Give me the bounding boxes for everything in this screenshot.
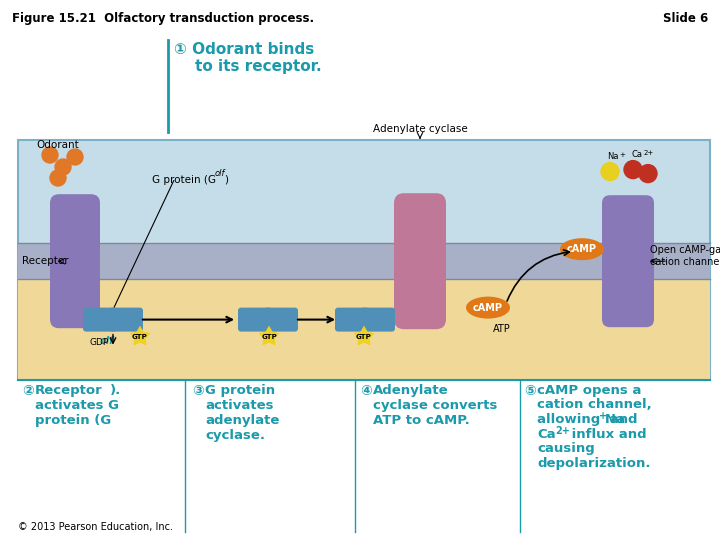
- Text: GTP: GTP: [132, 334, 148, 340]
- Text: and: and: [605, 413, 637, 426]
- Circle shape: [67, 149, 83, 165]
- FancyBboxPatch shape: [18, 140, 710, 380]
- Text: GTP: GTP: [261, 334, 277, 340]
- Text: olf: olf: [100, 336, 114, 346]
- Circle shape: [42, 147, 58, 163]
- Ellipse shape: [466, 296, 510, 319]
- Text: influx and: influx and: [567, 428, 647, 441]
- Text: G protein
activates
adenylate
cyclase.: G protein activates adenylate cyclase.: [205, 384, 279, 442]
- Text: Figure 15.21  Olfactory transduction process.: Figure 15.21 Olfactory transduction proc…: [12, 12, 314, 25]
- Polygon shape: [130, 326, 150, 346]
- FancyBboxPatch shape: [109, 308, 143, 332]
- Text: Receptor: Receptor: [22, 256, 68, 266]
- Text: causing: causing: [537, 442, 595, 455]
- Text: Receptor
activates G
protein (G: Receptor activates G protein (G: [35, 384, 119, 427]
- FancyBboxPatch shape: [18, 243, 710, 279]
- Text: Odorant: Odorant: [36, 140, 78, 150]
- Text: Ca: Ca: [537, 428, 556, 441]
- Text: cAMP opens a: cAMP opens a: [537, 384, 642, 397]
- Text: Adenylate cyclase: Adenylate cyclase: [373, 124, 467, 134]
- Text: Slide 6: Slide 6: [662, 12, 708, 25]
- FancyBboxPatch shape: [264, 308, 298, 332]
- Text: allowing Na: allowing Na: [537, 413, 625, 426]
- Circle shape: [639, 165, 657, 183]
- Polygon shape: [354, 326, 374, 346]
- Text: +: +: [619, 152, 625, 158]
- FancyBboxPatch shape: [335, 308, 369, 332]
- FancyBboxPatch shape: [394, 193, 446, 329]
- Circle shape: [55, 159, 71, 175]
- Text: ATP: ATP: [493, 323, 511, 334]
- Text: ④: ④: [360, 384, 372, 398]
- Text: cAMP: cAMP: [567, 244, 597, 254]
- FancyBboxPatch shape: [238, 308, 272, 332]
- Text: cAMP: cAMP: [473, 302, 503, 313]
- Text: +: +: [599, 411, 607, 421]
- Text: olf: olf: [215, 169, 225, 178]
- Text: Adenylate
cyclase converts
ATP to cAMP.: Adenylate cyclase converts ATP to cAMP.: [373, 384, 498, 427]
- FancyBboxPatch shape: [50, 194, 100, 328]
- Text: © 2013 Pearson Education, Inc.: © 2013 Pearson Education, Inc.: [18, 522, 173, 532]
- Ellipse shape: [560, 238, 604, 260]
- Text: ⑤: ⑤: [524, 384, 536, 398]
- Text: ① Odorant binds
    to its receptor.: ① Odorant binds to its receptor.: [174, 42, 322, 75]
- Polygon shape: [258, 326, 279, 346]
- FancyBboxPatch shape: [361, 308, 395, 332]
- Text: GDP: GDP: [90, 338, 109, 347]
- Text: ): ): [224, 175, 228, 185]
- FancyBboxPatch shape: [602, 195, 654, 327]
- Text: 2+: 2+: [644, 150, 654, 156]
- Text: depolarization.: depolarization.: [537, 456, 650, 469]
- Circle shape: [50, 170, 66, 186]
- Text: G protein (G: G protein (G: [152, 175, 216, 185]
- Text: ③: ③: [192, 384, 204, 398]
- Circle shape: [601, 163, 619, 180]
- Text: Ca: Ca: [631, 150, 642, 159]
- Circle shape: [624, 160, 642, 179]
- Text: GTP: GTP: [356, 334, 372, 340]
- FancyBboxPatch shape: [83, 308, 117, 332]
- Text: ).: ).: [110, 384, 121, 397]
- Text: Na: Na: [607, 152, 618, 160]
- Text: cation channel,: cation channel,: [537, 399, 652, 411]
- Text: Open cAMP-gated
cation channel: Open cAMP-gated cation channel: [650, 245, 720, 267]
- Text: 2+: 2+: [555, 426, 570, 435]
- Text: ②: ②: [22, 384, 34, 398]
- FancyBboxPatch shape: [18, 279, 710, 380]
